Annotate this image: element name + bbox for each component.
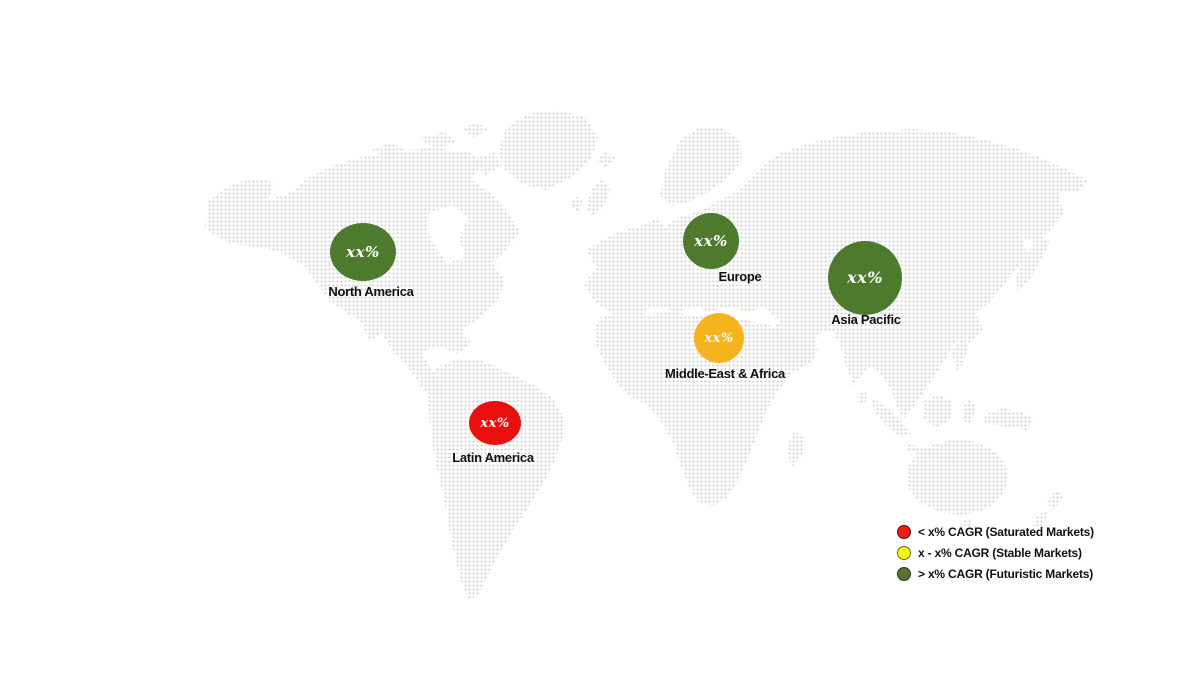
bubble-value-latin-america: xx%	[480, 415, 510, 431]
bubble-value-middle-east-africa: xx%	[704, 330, 734, 346]
bubble-label-asia-pacific: Asia Pacific	[831, 312, 901, 327]
bubble-label-north-america: North America	[328, 284, 414, 299]
legend: < x% CAGR (Saturated Markets) x - x% CAG…	[897, 521, 1094, 584]
madagascar	[786, 432, 804, 468]
legend-label-saturated: < x% CAGR (Saturated Markets)	[918, 524, 1094, 539]
bubble-value-asia-pacific: xx%	[847, 268, 883, 287]
continent-south-america	[428, 358, 564, 600]
japan	[1016, 236, 1050, 292]
arctic-islands	[372, 122, 502, 176]
bubble-label-latin-america: Latin America	[452, 450, 534, 465]
bubble-asia-pacific: xx%	[828, 241, 902, 315]
legend-label-stable: x - x% CAGR (Stable Markets)	[918, 545, 1082, 560]
greenland	[498, 110, 598, 190]
legend-dot-red	[897, 524, 911, 539]
australia	[906, 439, 1008, 515]
scandinavia	[660, 127, 742, 206]
legend-item-futuristic: > x% CAGR (Futuristic Markets)	[897, 563, 1094, 584]
bubble-label-middle-east-africa: Middle-East & Africa	[665, 366, 785, 381]
bubble-value-north-america: xx%	[346, 242, 380, 261]
bubble-middle-east-africa: xx%	[694, 313, 744, 363]
bubble-europe: xx%	[683, 213, 739, 269]
british-isles	[570, 180, 610, 216]
new-zealand	[1032, 490, 1064, 530]
continent-africa	[594, 310, 818, 506]
legend-label-futuristic: > x% CAGR (Futuristic Markets)	[918, 566, 1094, 581]
bubble-north-america: xx%	[330, 223, 396, 281]
legend-item-saturated: < x% CAGR (Saturated Markets)	[897, 521, 1094, 542]
legend-item-stable: x - x% CAGR (Stable Markets)	[897, 542, 1094, 563]
southeast-asia-islands	[858, 336, 1034, 464]
iceland	[596, 152, 616, 168]
bubble-value-europe: xx%	[694, 231, 728, 250]
tasmania	[960, 519, 972, 530]
legend-dot-yellow	[897, 545, 911, 560]
caribbean	[448, 338, 472, 348]
legend-dot-green	[897, 566, 911, 581]
bubble-label-europe: Europe	[718, 269, 762, 284]
bubble-latin-america: xx%	[469, 401, 521, 445]
